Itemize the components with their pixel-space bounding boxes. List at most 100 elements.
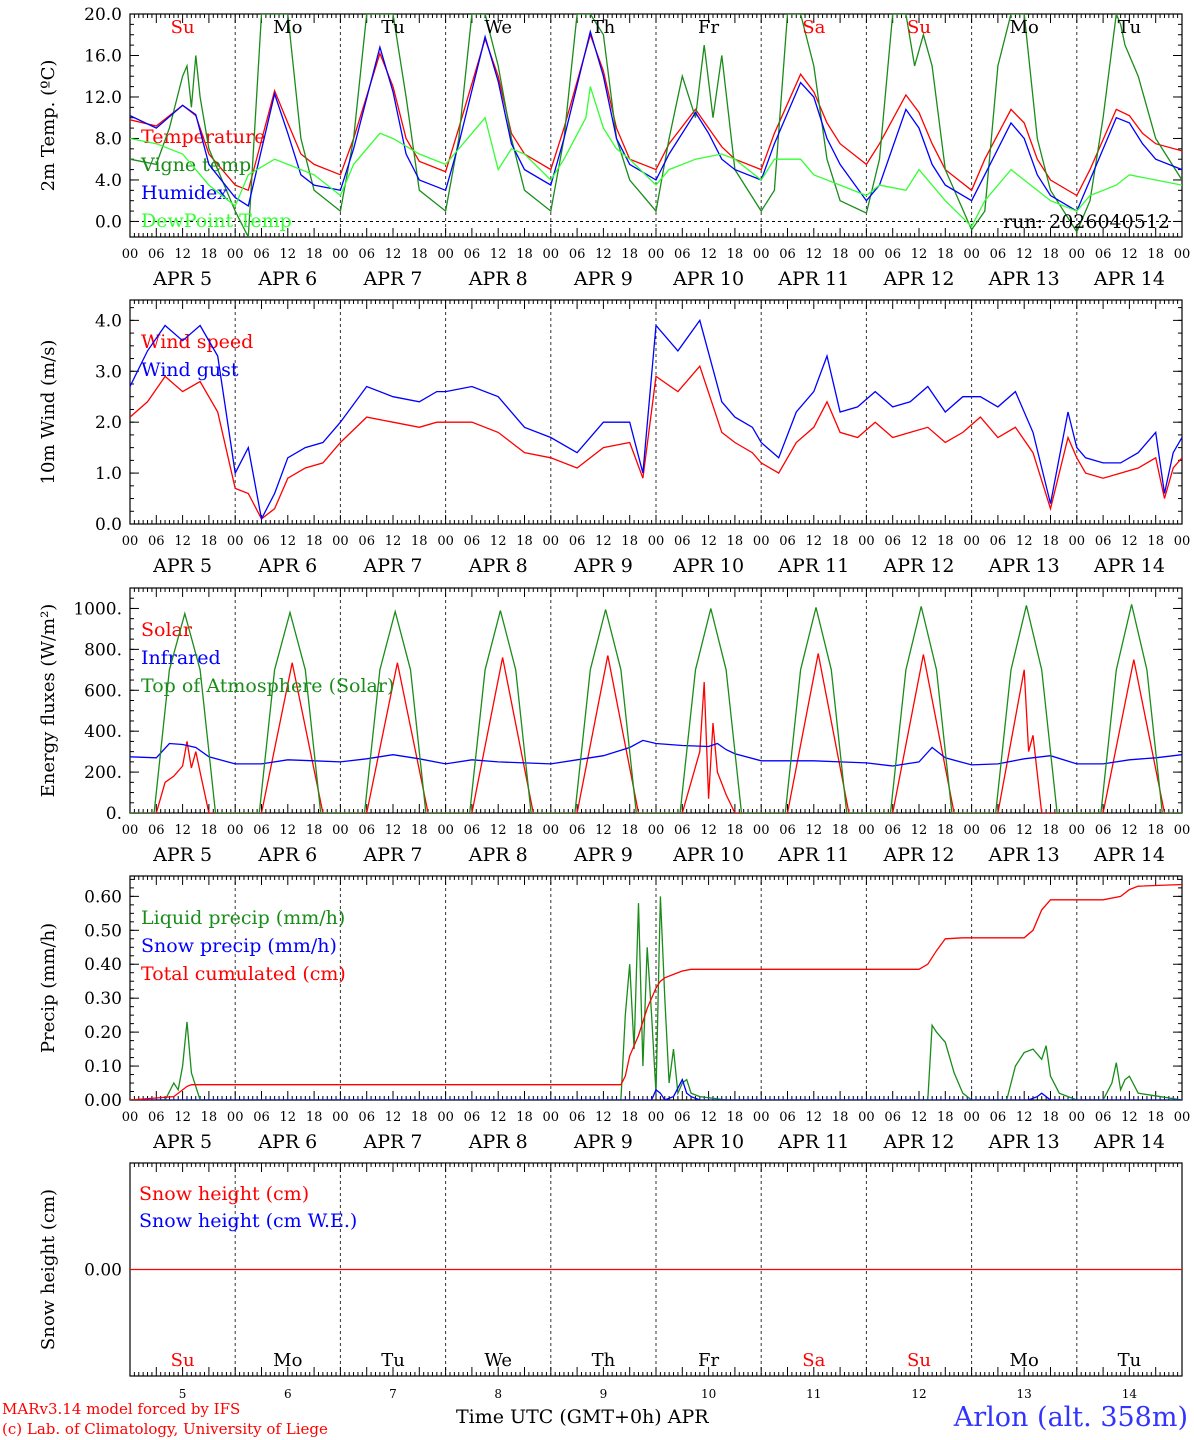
- wind-y-tick-label: 3.0: [95, 362, 122, 382]
- energy-hour-label: 12: [1121, 823, 1138, 838]
- weekday-label-top: Tu: [1118, 17, 1142, 38]
- wind-y-tick-label: 1.0: [95, 464, 122, 484]
- precip-hour-label: 18: [516, 1110, 533, 1125]
- wind-series-0-line: [130, 364, 1182, 520]
- temp-date-label: APR 14: [1093, 268, 1165, 290]
- temp-date-label: APR 6: [257, 268, 317, 290]
- temp-hour-label: 06: [358, 247, 375, 262]
- temp-hour-label: 00: [332, 247, 349, 262]
- day-number-label: 9: [600, 1387, 608, 1401]
- precip-hour-label: 00: [227, 1110, 244, 1125]
- energy-date-label: APR 9: [573, 844, 633, 866]
- energy-hour-label: 00: [1069, 823, 1086, 838]
- weekday-label-bottom: Sa: [802, 1350, 825, 1371]
- precip-date-label: APR 12: [882, 1131, 954, 1153]
- wind-hour-label: 12: [1121, 534, 1138, 549]
- precip-series-1-line: [130, 1077, 1182, 1100]
- precip-hour-label: 12: [595, 1110, 612, 1125]
- energy-hour-label: 12: [174, 823, 191, 838]
- energy-hour-label: 00: [858, 823, 875, 838]
- weekday-label-top: Mo: [273, 17, 302, 38]
- energy-hour-label: 18: [411, 823, 428, 838]
- wind-hour-label: 18: [411, 534, 428, 549]
- energy-y-tick-label: 600.: [84, 681, 122, 701]
- wind-hour-label: 06: [569, 534, 586, 549]
- wind-hour-label: 06: [358, 534, 375, 549]
- energy-hour-label: 06: [148, 823, 165, 838]
- precip-hour-label: 12: [700, 1110, 717, 1125]
- day-number-label: 6: [284, 1387, 292, 1401]
- precip-hour-label: 12: [1121, 1110, 1138, 1125]
- precip-hour-label: 12: [806, 1110, 823, 1125]
- temp-hour-label: 06: [779, 247, 796, 262]
- temp-panel: 0.0 4.0 8.0 12.0 16.0 20.0 2m Temp. (ºC) Temper…: [38, 5, 1190, 290]
- weekday-label-top: Th: [592, 17, 616, 38]
- precip-hour-label: 06: [253, 1110, 270, 1125]
- precip-hour-label: 18: [832, 1110, 849, 1125]
- wind-hour-label: 00: [1069, 534, 1086, 549]
- day-number-label: 8: [494, 1387, 502, 1401]
- energy-date-label: APR 7: [363, 844, 423, 866]
- precip-date-label: APR 14: [1093, 1131, 1165, 1153]
- wind-hour-label: 12: [911, 534, 928, 549]
- precip-y-tick-label: 0.50: [84, 921, 122, 941]
- precip-hour-label: 00: [963, 1110, 980, 1125]
- day-number-label: 12: [911, 1387, 926, 1401]
- temp-hour-label: 00: [963, 247, 980, 262]
- wind-legend-0: Wind speed: [141, 331, 253, 353]
- temp-y-tick-label: 12.0: [84, 88, 122, 108]
- temp-hour-label: 12: [1121, 247, 1138, 262]
- precip-hour-label: 18: [201, 1110, 218, 1125]
- weekday-label-bottom: Su: [907, 1350, 931, 1371]
- wind-y-tick-label: 0.0: [95, 515, 122, 535]
- temp-y-tick-label: 4.0: [95, 171, 122, 191]
- wind-hour-label: 18: [727, 534, 744, 549]
- precip-hour-label: 00: [437, 1110, 454, 1125]
- precip-hour-label: 18: [306, 1110, 323, 1125]
- wind-hour-label: 18: [201, 534, 218, 549]
- weekday-label-top: Mo: [1010, 17, 1039, 38]
- wind-hour-label: 12: [490, 534, 507, 549]
- energy-hour-label: 18: [1042, 823, 1059, 838]
- temp-hour-label: 18: [621, 247, 638, 262]
- snow-panel: 0.00 Snow height (cm) Snow height (cm) Snow…: [38, 1162, 1183, 1377]
- wind-hour-label: 00: [648, 534, 665, 549]
- wind-date-label: APR 9: [573, 555, 633, 577]
- snow-y-tick-label: 0.00: [84, 1261, 122, 1281]
- precip-hour-label: 12: [385, 1110, 402, 1125]
- wind-hour-label: 12: [595, 534, 612, 549]
- temp-series-1-line: [130, 14, 1182, 237]
- wind-y-axis-label: 10m Wind (m/s): [38, 340, 59, 485]
- precip-hour-label: 06: [358, 1110, 375, 1125]
- precip-hour-label: 00: [122, 1110, 139, 1125]
- precip-hour-label: 00: [1174, 1110, 1191, 1125]
- lab-credit: (c) Lab. of Climatology, University of L…: [2, 1420, 328, 1438]
- temp-hour-label: 06: [990, 247, 1007, 262]
- precip-hour-label: 18: [621, 1110, 638, 1125]
- temp-hour-label: 06: [464, 247, 481, 262]
- station-name: Arlon (alt. 358m): [953, 1402, 1188, 1433]
- temp-hour-label: 18: [1042, 247, 1059, 262]
- precip-hour-label: 00: [753, 1110, 770, 1125]
- wind-hour-label: 12: [700, 534, 717, 549]
- energy-series-2-line: [130, 604, 1182, 813]
- energy-hour-label: 12: [385, 823, 402, 838]
- precip-hour-label: 12: [174, 1110, 191, 1125]
- temp-hour-label: 12: [385, 247, 402, 262]
- weekday-label-top: Tu: [381, 17, 405, 38]
- temp-y-tick-label: 20.0: [84, 5, 122, 25]
- energy-date-label: APR 11: [777, 844, 849, 866]
- wind-date-label: APR 12: [882, 555, 954, 577]
- precip-legend-2: Total cumulated (cm): [141, 963, 346, 985]
- precip-hour-label: 18: [1147, 1110, 1164, 1125]
- temp-series-0-line: [130, 32, 1182, 197]
- precip-hour-label: 00: [858, 1110, 875, 1125]
- wind-hour-label: 00: [543, 534, 560, 549]
- snow-legend-1: Snow height (cm W.E.): [139, 1210, 357, 1232]
- energy-hour-label: 12: [595, 823, 612, 838]
- day-number-label: 11: [806, 1387, 821, 1401]
- temp-hour-label: 00: [543, 247, 560, 262]
- precip-hour-label: 06: [1095, 1110, 1112, 1125]
- wind-hour-label: 00: [437, 534, 454, 549]
